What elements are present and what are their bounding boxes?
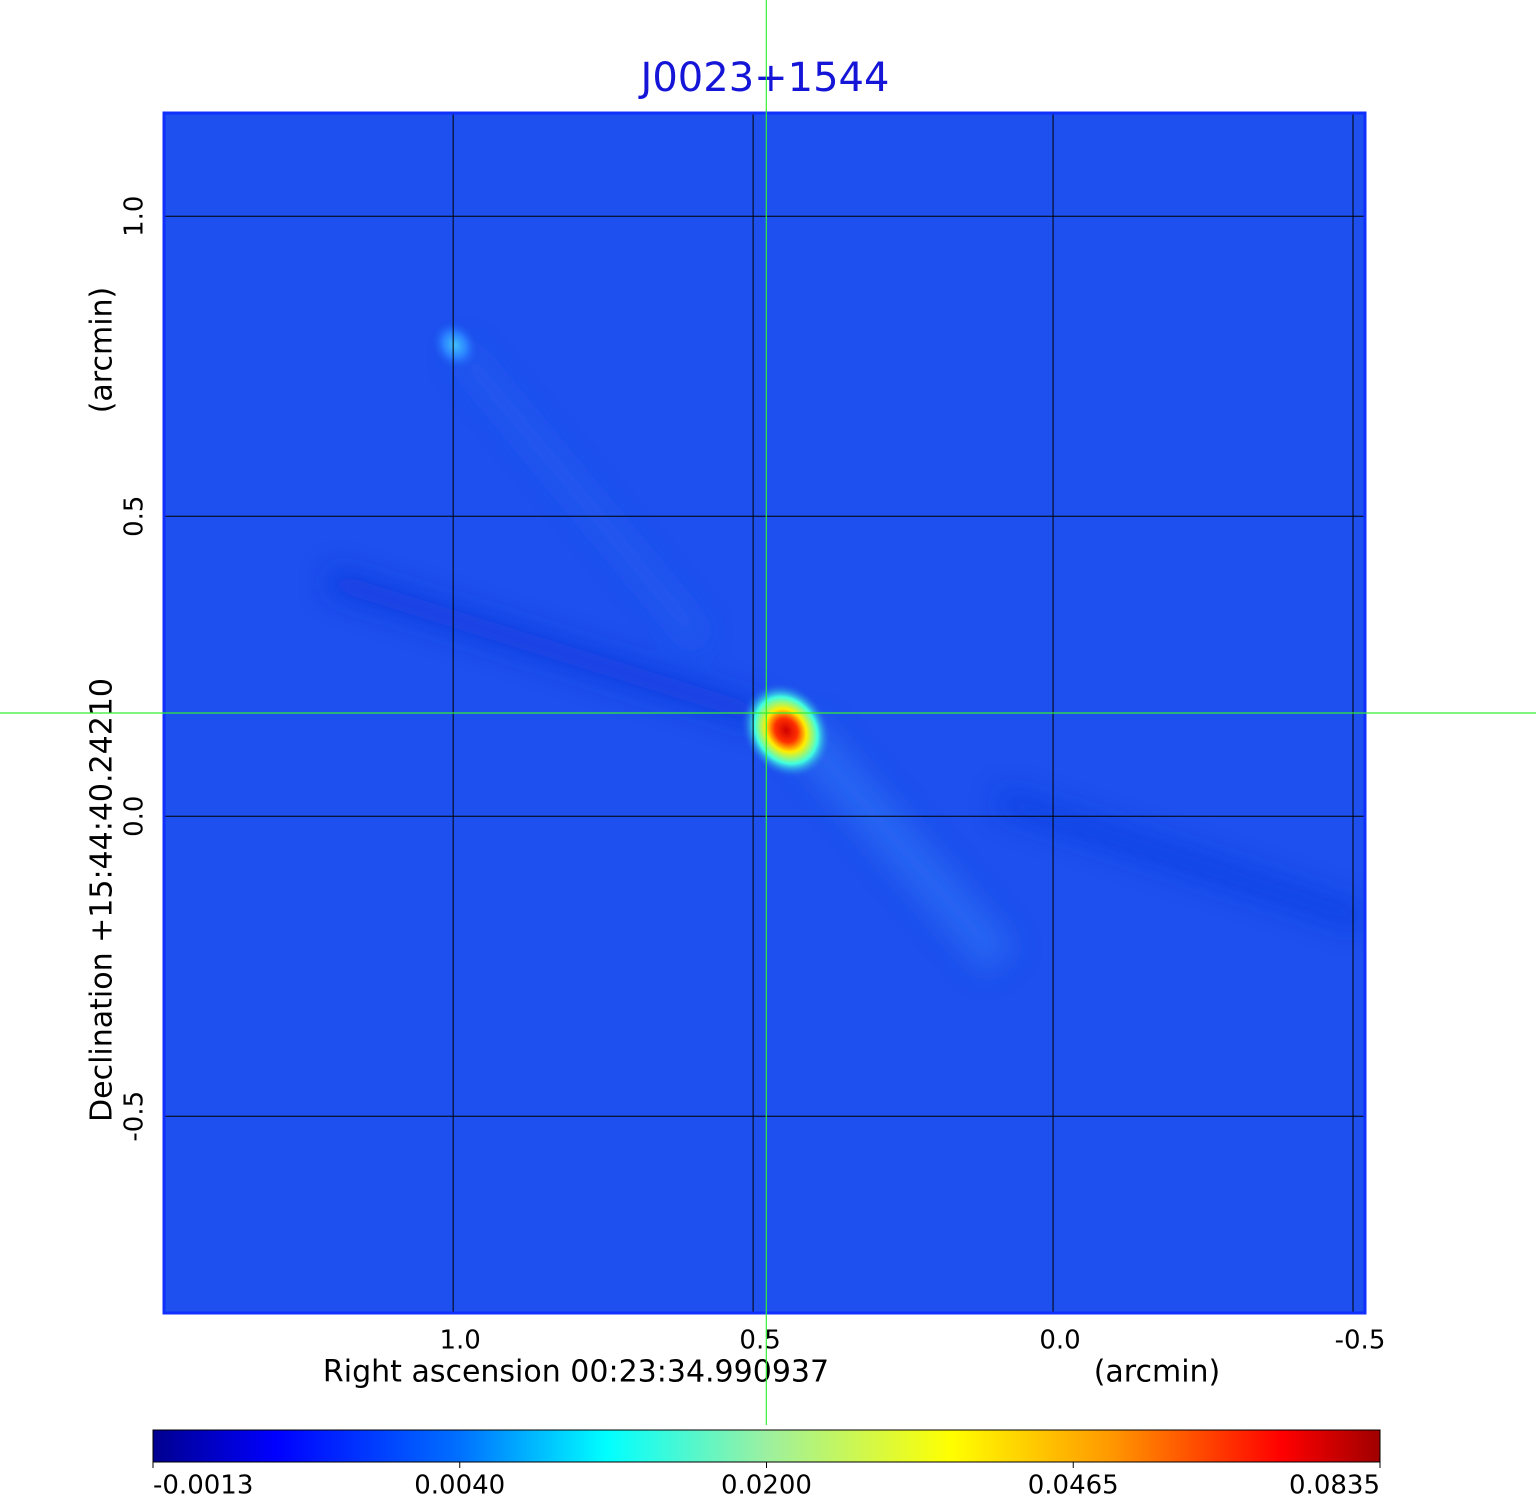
image-structure — [326, 343, 1365, 974]
y-tick-label: -0.5 — [120, 1091, 150, 1142]
colorbar-tick-label: -0.0013 — [153, 1471, 253, 1500]
y-tick-label: 0.0 — [120, 796, 150, 837]
chart-title: J0023+1544 — [638, 55, 890, 101]
colorbar-tick-label: 0.0040 — [414, 1471, 505, 1500]
x-tick-label: 1.0 — [439, 1326, 480, 1356]
source — [431, 320, 479, 371]
source — [741, 682, 832, 779]
y-axis-label: Declination +15:44:40.24210 — [85, 678, 120, 1122]
x-axis-unit: (arcmin) — [1094, 1355, 1221, 1390]
colorbar — [152, 1429, 1381, 1463]
y-axis-unit: (arcmin) — [85, 287, 120, 414]
x-tick-label: 0.5 — [739, 1326, 780, 1356]
colorbar-tick-label: 0.0835 — [1289, 1471, 1380, 1500]
y-tick-label: 1.0 — [120, 196, 150, 237]
y-tick-label: 0.5 — [120, 496, 150, 537]
colorbar-tick-label: 0.0465 — [1028, 1471, 1119, 1500]
colorbar-tick-label: 0.0200 — [721, 1471, 812, 1500]
x-tick-label: -0.5 — [1335, 1326, 1386, 1356]
x-tick-label: 0.0 — [1039, 1326, 1080, 1356]
x-axis-label: Right ascension 00:23:34.990937 — [323, 1355, 829, 1390]
